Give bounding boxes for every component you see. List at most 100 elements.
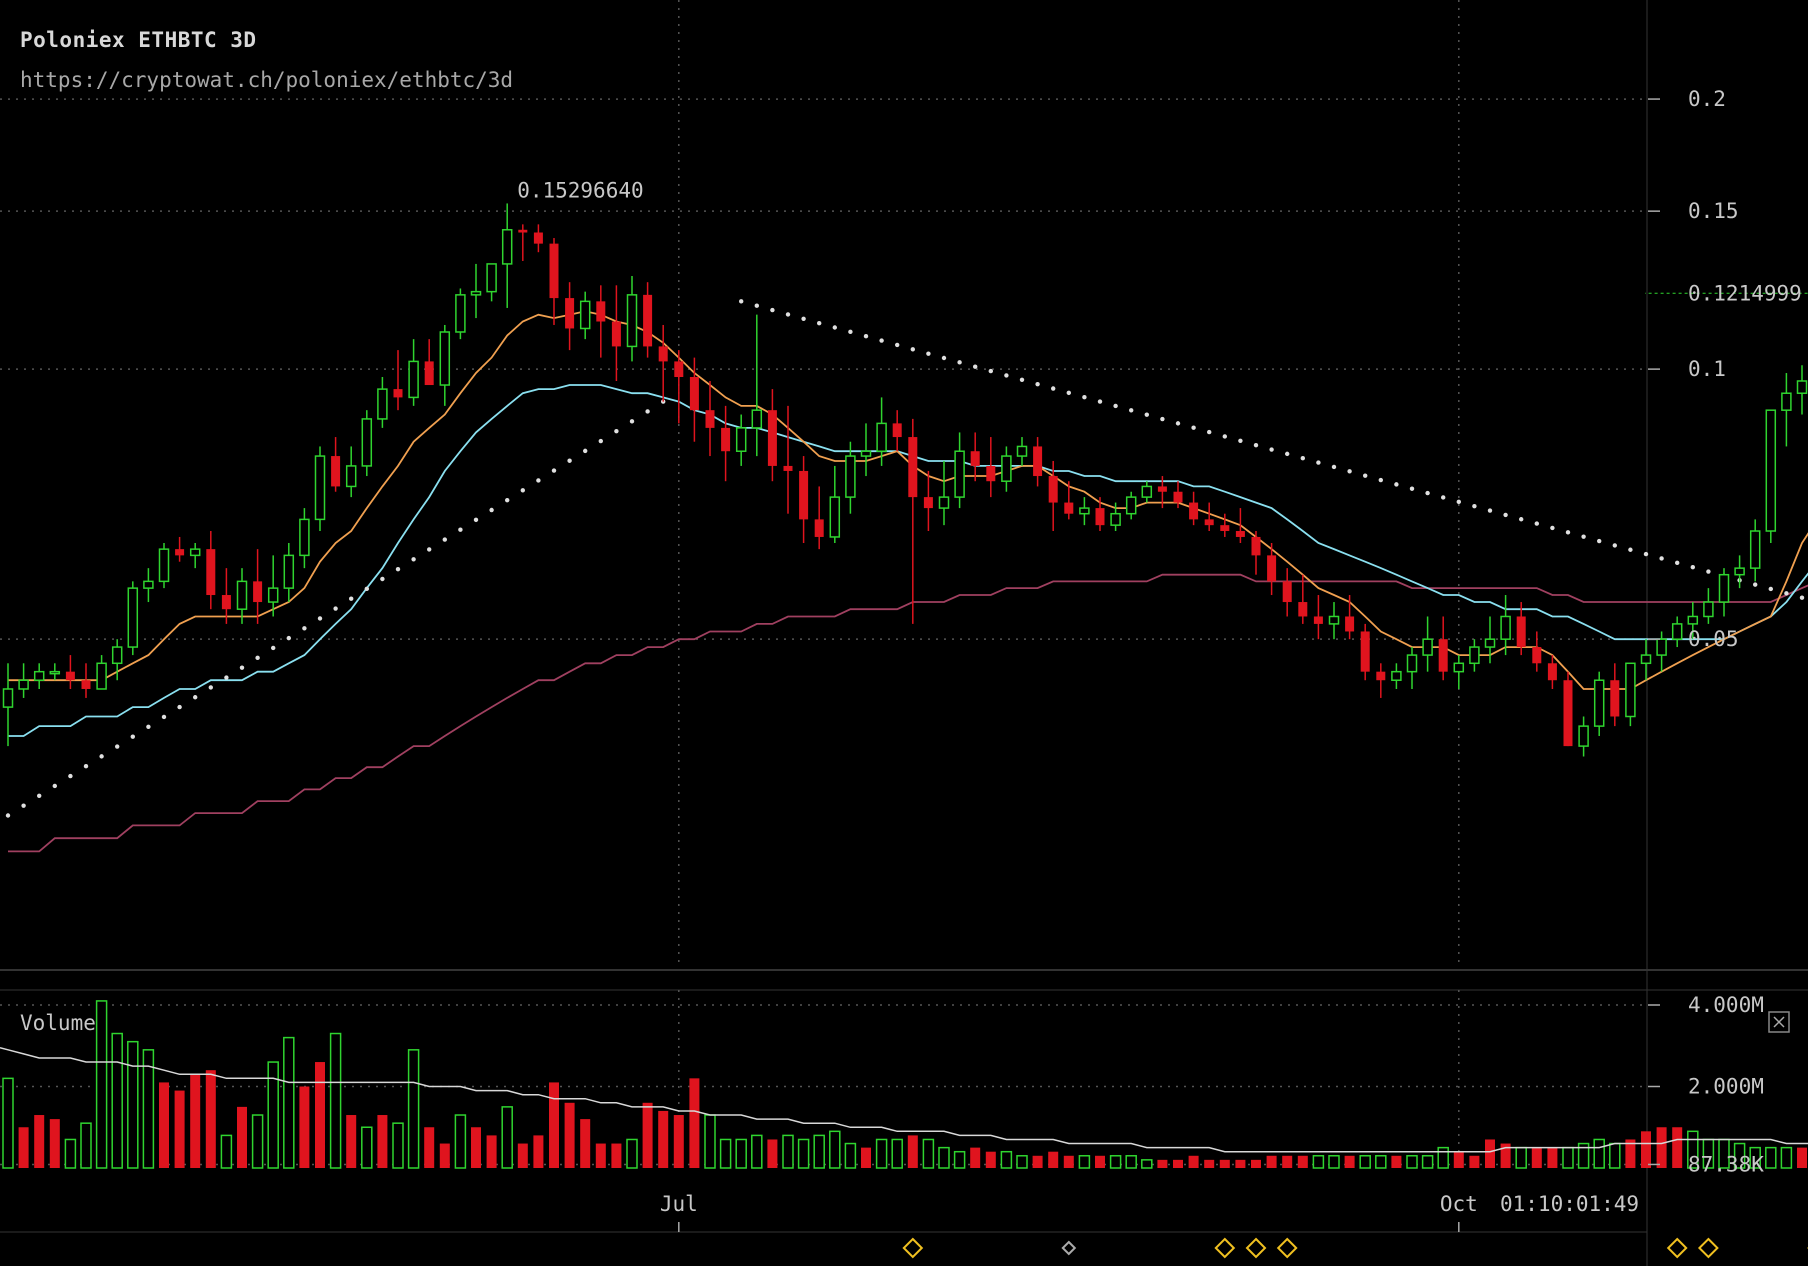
candle-body — [424, 361, 434, 386]
sar-dot — [1456, 499, 1462, 505]
sar-dot — [1035, 381, 1040, 387]
volume-bar — [751, 1134, 763, 1169]
candle-body — [518, 229, 528, 233]
event-marker-icon — [1061, 1240, 1077, 1256]
sar-dot — [863, 334, 869, 339]
candle-body — [331, 456, 341, 487]
sar-dot — [629, 419, 635, 424]
sar-dot — [1519, 517, 1524, 522]
sar-dot — [1222, 434, 1228, 439]
candle-body — [923, 497, 933, 509]
candle-body — [111, 646, 123, 665]
volume-bar — [1375, 1155, 1387, 1169]
volume-bar — [1282, 1155, 1293, 1168]
sar-dot — [239, 665, 245, 670]
ema-slow-line — [8, 573, 1808, 853]
price-tick-label: 0.2 — [1688, 87, 1726, 111]
sar-dot — [1175, 421, 1181, 426]
sar-dot — [1113, 403, 1118, 409]
sar-dot — [271, 645, 276, 651]
sar-dot — [895, 342, 900, 348]
price-tick-label: 0.15 — [1688, 199, 1739, 223]
event-marker-icon — [902, 1237, 924, 1259]
sar-dot — [754, 303, 759, 308]
volume-bar — [767, 1139, 778, 1168]
volume-bar — [891, 1138, 903, 1169]
volume-bar — [1656, 1127, 1667, 1168]
event-marker-icon — [1276, 1237, 1298, 1259]
candle-body — [626, 294, 638, 348]
candle-body — [439, 331, 451, 386]
volume-bar — [1485, 1139, 1495, 1168]
candle-body — [1360, 631, 1370, 672]
volume-bar — [1235, 1159, 1246, 1168]
sar-dot — [5, 813, 11, 818]
volume-bar — [1188, 1155, 1199, 1168]
volume-tick-label: 87.38K — [1688, 1152, 1764, 1176]
sar-dot — [1285, 451, 1290, 457]
volume-bar — [34, 1115, 45, 1168]
sar-dot — [1706, 569, 1711, 574]
candle-body — [954, 450, 965, 498]
volume-bar — [1797, 1147, 1807, 1168]
chart-url[interactable]: https://cryptowat.ch/poloniex/ethbtc/3d — [20, 68, 514, 92]
candle-body — [299, 518, 310, 557]
volume-bar — [80, 1122, 92, 1169]
volume-bar — [1625, 1139, 1636, 1168]
volume-bar — [1453, 1151, 1464, 1168]
event-marker-icon — [1666, 1237, 1688, 1259]
candle-body — [829, 496, 841, 538]
volume-bar — [1749, 1146, 1761, 1169]
volume-bar — [127, 1040, 139, 1169]
candle-body — [658, 346, 668, 362]
sar-dot — [1019, 377, 1025, 382]
volume-bar — [1672, 1127, 1683, 1168]
sar-dot — [973, 364, 978, 369]
close-volume-panel-button[interactable] — [1768, 1011, 1790, 1033]
sar-dot — [208, 685, 213, 690]
sar-dot — [551, 468, 557, 473]
volume-bar — [1687, 1130, 1699, 1169]
sar-dot — [1784, 591, 1789, 596]
volume-bar — [1157, 1159, 1168, 1168]
volume-bar — [1733, 1142, 1746, 1169]
volume-bar — [1547, 1147, 1558, 1168]
volume-bar — [1421, 1155, 1434, 1169]
sar-dot — [489, 507, 494, 513]
volume-bar — [1000, 1150, 1013, 1169]
volume-bar — [735, 1138, 747, 1169]
candle-body — [799, 470, 809, 520]
axes: 0.20.150.10.05JulOct20184.000M2.000M87.3… — [517, 87, 1808, 1232]
volume-bar — [1048, 1151, 1059, 1168]
candle-body — [81, 680, 91, 689]
volume-tick-label: 4.000M — [1688, 993, 1764, 1017]
sar-dot — [224, 675, 229, 680]
volume-bar — [501, 1106, 513, 1169]
candle-body — [1500, 615, 1511, 640]
sar-dot — [380, 576, 385, 582]
sar-dot — [146, 724, 151, 730]
volume-bar — [1500, 1143, 1511, 1168]
candle-body — [127, 587, 139, 648]
event-marker-icon — [1245, 1237, 1267, 1259]
sar-dot — [161, 714, 167, 720]
sar-dot — [411, 557, 416, 562]
sar-dot — [988, 368, 993, 374]
sar-dot — [1097, 399, 1103, 404]
sar-dot — [1394, 482, 1399, 487]
volume-bar — [407, 1049, 420, 1169]
volume-bar — [237, 1106, 247, 1168]
candle-body — [549, 243, 559, 299]
candle-body — [783, 465, 793, 471]
sar-dot — [739, 299, 744, 304]
candle-body — [18, 679, 29, 690]
sar-dot — [255, 655, 260, 661]
sar-dot — [926, 351, 931, 356]
volume-bar — [549, 1082, 559, 1168]
candle-body — [1796, 380, 1808, 394]
sar-dot — [1331, 464, 1337, 470]
volume-bar — [49, 1119, 60, 1168]
volume-bar — [829, 1130, 841, 1169]
